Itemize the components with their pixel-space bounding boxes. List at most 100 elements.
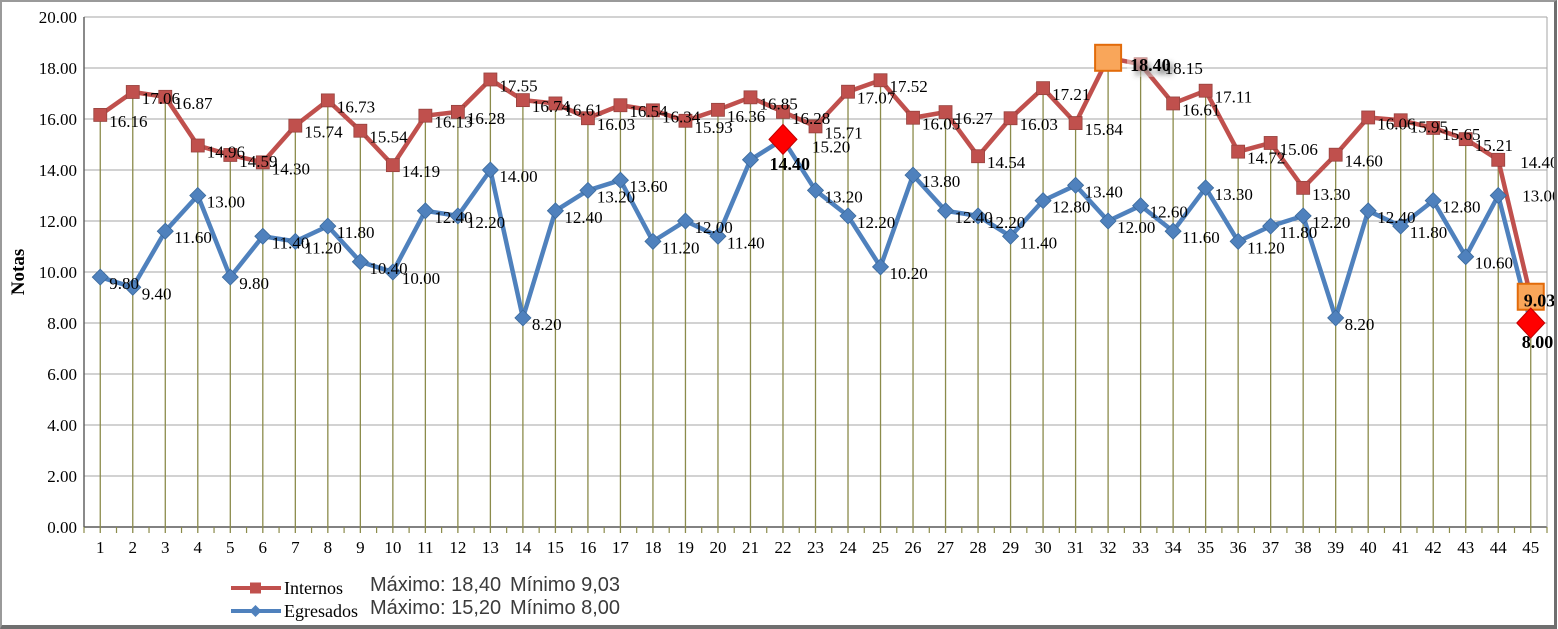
- svg-text:0.00: 0.00: [47, 518, 77, 537]
- internos-point-marker: [808, 119, 823, 134]
- data-label: 11.40: [272, 233, 310, 252]
- data-label: 10.00: [402, 269, 440, 288]
- data-label: 9.80: [109, 274, 139, 293]
- data-label: 14.30: [272, 159, 310, 178]
- data-label: 16.34: [662, 107, 701, 126]
- svg-text:15: 15: [547, 538, 564, 557]
- data-label: 13.00: [1522, 187, 1554, 206]
- data-label: 12.00: [694, 218, 732, 237]
- data-label: 13.40: [1085, 182, 1123, 201]
- svg-text:23: 23: [807, 538, 824, 557]
- data-label: 16.73: [337, 97, 375, 116]
- svg-text:13: 13: [482, 538, 499, 557]
- svg-text:25: 25: [872, 538, 889, 557]
- egresados-point-marker: [936, 202, 955, 220]
- data-label: 18.15: [1165, 59, 1203, 78]
- data-label: 14.96: [207, 143, 245, 162]
- egresados-point-marker: [839, 207, 857, 225]
- data-label: 12.40: [564, 208, 602, 227]
- series-internos: [93, 50, 1538, 304]
- data-label: 14.54: [987, 153, 1026, 172]
- stat-egresados-min: Mínimo 8,00: [510, 597, 621, 619]
- legend-label-internos: Internos: [284, 578, 343, 598]
- internos-point-marker: [353, 123, 368, 138]
- egresados-point-marker: [351, 253, 369, 271]
- egresados-point-marker: [546, 202, 564, 220]
- svg-text:35: 35: [1197, 538, 1214, 557]
- egresados-point-marker: [1489, 186, 1507, 205]
- data-label: 12.40: [955, 208, 993, 227]
- data-label: 16.74: [532, 97, 571, 116]
- internos-point-marker: [158, 89, 173, 104]
- legend-item-internos: Internos: [230, 578, 358, 598]
- egresados-point-marker: [1099, 212, 1117, 230]
- y-axis-labels: 0.00 2.00 4.00 6.00 8.00 10.00 12.00 14.00 16.00…: [39, 8, 77, 537]
- svg-text:20.00: 20.00: [39, 8, 77, 27]
- egresados-point-marker: [1229, 232, 1247, 250]
- y-axis-title: Notas: [8, 249, 29, 295]
- internos-point-marker: [938, 105, 953, 120]
- svg-text:29: 29: [1002, 538, 1019, 557]
- egresados-point-marker: [1002, 227, 1020, 245]
- data-label: 16.13: [434, 113, 472, 132]
- data-label: 14.19: [402, 162, 440, 181]
- svg-text:7: 7: [291, 538, 300, 557]
- egresados-point-marker: [709, 227, 727, 245]
- internos-point-marker: [1198, 83, 1213, 98]
- internos-max-marker: [1094, 43, 1123, 72]
- stats-row-egresados: Máximo: 15,20 Mínimo 8,00: [370, 597, 620, 620]
- data-label: 16.61: [1182, 100, 1220, 119]
- svg-text:18.40: 18.40: [1133, 59, 1174, 79]
- data-label: 16.03: [597, 115, 635, 134]
- data-label: 10.20: [890, 264, 928, 283]
- internos-point-marker: [1036, 81, 1050, 96]
- svg-text:4.00: 4.00: [47, 416, 77, 435]
- internos-point-marker: [483, 72, 498, 87]
- internos-point-marker: [1068, 116, 1083, 130]
- stat-internos-max: Máximo: 18,40: [370, 574, 502, 596]
- internos-point-marker: [93, 108, 108, 122]
- svg-text:27: 27: [937, 538, 955, 557]
- egresados-point-marker: [676, 212, 695, 230]
- data-label: 11.60: [174, 228, 212, 247]
- data-label: 17.07: [857, 89, 896, 108]
- data-label: 14.40: [1520, 153, 1554, 172]
- data-label: 16.28: [467, 109, 505, 128]
- data-label: 15.95: [1410, 117, 1448, 136]
- data-label: 16.28: [792, 109, 830, 128]
- internos-point-marker: [385, 158, 400, 173]
- egresados-point-marker: [384, 263, 402, 281]
- svg-text:33: 33: [1132, 538, 1149, 557]
- legend: Internos Egresados: [230, 578, 358, 621]
- svg-text:26: 26: [905, 538, 922, 557]
- data-label: 13.00: [207, 193, 245, 212]
- data-label: 11.80: [337, 223, 375, 242]
- egresados-point-marker: [481, 161, 499, 179]
- svg-text:18: 18: [644, 538, 661, 557]
- egresados-point-marker: [124, 278, 142, 296]
- svg-text:2.00: 2.00: [47, 467, 77, 486]
- internos-point-marker: [418, 108, 433, 123]
- svg-text:31: 31: [1067, 538, 1084, 557]
- internos-point-marker: [1361, 110, 1376, 125]
- internos-point-marker: [288, 118, 303, 133]
- svg-text:19: 19: [677, 538, 694, 557]
- internos-point-marker: [711, 102, 725, 117]
- svg-text:34: 34: [1165, 538, 1183, 557]
- data-label: 16.05: [922, 115, 960, 134]
- data-label: 16.61: [564, 100, 602, 119]
- internos-point-marker: [1133, 57, 1148, 72]
- egresados-point-marker: [1034, 192, 1052, 210]
- svg-text:21: 21: [742, 538, 759, 557]
- data-label: 8.00: [1522, 332, 1554, 352]
- svg-text:11: 11: [417, 538, 433, 557]
- data-label: 16.06: [1377, 114, 1415, 133]
- data-label: 14.72: [1247, 149, 1285, 168]
- svg-text:39: 39: [1327, 538, 1344, 557]
- svg-text:6: 6: [259, 538, 268, 557]
- data-label: 17.55: [499, 76, 537, 95]
- egresados-point-marker: [871, 258, 890, 276]
- data-label: 16.16: [109, 112, 147, 131]
